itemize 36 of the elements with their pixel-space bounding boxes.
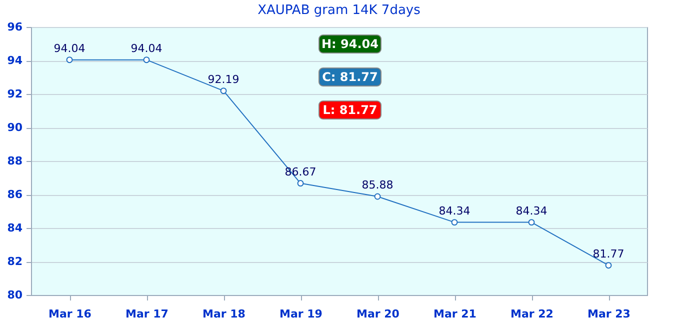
annotation: H: 94.04 — [322, 37, 378, 51]
data-label: 94.04 — [130, 42, 162, 55]
x-tick-label: Mar 23 — [588, 308, 630, 320]
y-tick-label: 84 — [7, 222, 23, 234]
point — [451, 219, 458, 226]
data-label: 81.77 — [592, 247, 624, 260]
data-label: 84.34 — [438, 204, 470, 218]
y-tick-label: 90 — [7, 121, 23, 134]
y-tick-label: 88 — [7, 154, 22, 168]
x-tick-label: Mar 20 — [356, 308, 400, 320]
point — [605, 262, 612, 269]
annotation: C: 81.77 — [322, 70, 378, 84]
point — [528, 219, 535, 226]
y-tick-label: 94 — [7, 54, 23, 67]
y-tick-label: 96 — [7, 20, 23, 34]
x-tick-label: Mar 22 — [510, 308, 554, 320]
point — [297, 180, 304, 187]
point — [220, 88, 227, 94]
data-label: 85.88 — [362, 178, 394, 192]
annotation: L: 81.77 — [322, 103, 378, 117]
y-tick-label: 80 — [7, 288, 23, 302]
x-tick-label: Mar 21 — [434, 308, 476, 320]
y-tick-label: 82 — [7, 255, 22, 268]
x-tick-label: Mar 18 — [202, 308, 246, 320]
chart-title: XAUPAB gram 14K 7days — [258, 3, 421, 18]
point — [374, 193, 381, 200]
x-tick-label: Mar 16 — [48, 308, 92, 320]
y-tick-label: 92 — [7, 88, 22, 100]
x-tick-label: Mar 19 — [280, 308, 322, 320]
data-label: 92.19 — [208, 72, 240, 86]
data-label: 94.04 — [54, 42, 86, 55]
point — [66, 56, 73, 64]
y-tick-label: 86 — [7, 188, 23, 201]
point — [143, 56, 150, 64]
x-tick-label: Mar 17 — [126, 308, 168, 320]
data-label: 84.34 — [516, 204, 548, 218]
